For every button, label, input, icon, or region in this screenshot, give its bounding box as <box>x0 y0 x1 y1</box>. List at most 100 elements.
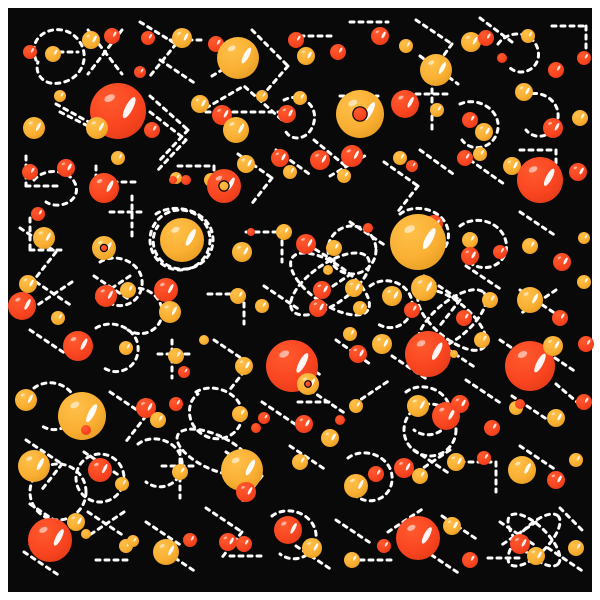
sphere <box>23 117 45 139</box>
sphere <box>578 232 590 244</box>
sphere <box>420 54 452 86</box>
sphere-highlight <box>584 54 588 59</box>
sphere <box>349 399 363 413</box>
sphere <box>553 253 571 271</box>
dashed-line <box>352 378 392 406</box>
sphere-highlight-small <box>479 126 483 130</box>
dashed-line <box>510 394 550 422</box>
dashed-line <box>188 386 244 441</box>
sphere <box>141 31 155 45</box>
sphere-highlight <box>300 457 305 463</box>
dashed-line <box>468 158 506 186</box>
sphere-body <box>115 477 129 491</box>
sphere-highlight-small <box>217 109 221 112</box>
sphere <box>503 157 521 175</box>
sphere-body <box>363 223 373 233</box>
sphere-highlight <box>38 210 42 215</box>
sphere <box>293 91 307 105</box>
sphere-highlight <box>356 402 360 407</box>
sphere-highlight-small <box>20 393 25 397</box>
sphere-highlight-small <box>451 456 455 460</box>
sphere-highlight-small <box>100 289 105 293</box>
sphere-highlight-small <box>215 175 223 181</box>
sphere-body <box>461 32 481 52</box>
sphere-body <box>33 227 55 249</box>
sphere-body <box>160 218 204 262</box>
sphere-highlight <box>453 521 458 529</box>
dashed-line <box>274 148 314 178</box>
sphere-highlight <box>176 351 181 357</box>
dashed-line <box>498 520 538 548</box>
sphere-body <box>31 207 45 221</box>
sphere-body <box>503 157 521 175</box>
sphere-highlight <box>422 228 436 250</box>
sphere <box>297 373 319 395</box>
sphere <box>335 415 345 425</box>
sphere-body <box>236 536 252 552</box>
sphere <box>547 471 565 489</box>
sphere-highlight-small <box>282 108 286 112</box>
sphere-highlight <box>557 413 562 421</box>
sphere-body <box>404 302 420 318</box>
sphere-body <box>278 105 296 123</box>
sphere-highlight <box>223 110 229 118</box>
sphere-highlight <box>305 419 310 427</box>
sphere-highlight <box>419 400 425 409</box>
sphere <box>474 332 490 348</box>
sphere-highlight <box>557 475 562 483</box>
sphere-body <box>321 429 339 447</box>
sphere-highlight-small <box>325 432 329 436</box>
sphere-body <box>22 164 38 180</box>
sphere-body <box>309 299 327 317</box>
sphere-body <box>447 453 465 471</box>
sphere-body <box>95 285 117 307</box>
sphere-highlight-small <box>70 337 77 342</box>
sphere <box>134 66 146 78</box>
sphere <box>527 547 545 565</box>
sphere-body <box>552 310 568 326</box>
sphere <box>462 552 478 568</box>
sphere-highlight <box>400 154 404 159</box>
sphere-highlight <box>528 32 532 37</box>
sphere-highlight <box>321 155 327 163</box>
sphere-highlight <box>534 353 546 373</box>
sphere-body <box>232 406 248 422</box>
sphere-body <box>183 533 197 547</box>
sphere-highlight-small <box>548 340 552 343</box>
sphere-highlight-small <box>523 292 529 296</box>
sphere <box>191 95 209 113</box>
sphere-highlight <box>461 399 466 407</box>
sphere-body <box>296 234 316 254</box>
sphere-highlight <box>412 162 416 167</box>
sphere-highlight-small <box>299 418 303 422</box>
sphere-body <box>172 28 192 48</box>
sphere-highlight-small <box>241 486 245 489</box>
sphere <box>443 517 461 535</box>
sphere <box>223 117 249 143</box>
sphere-body <box>569 163 587 181</box>
sphere-highlight <box>229 537 234 545</box>
sphere-highlight-small <box>239 360 243 364</box>
sphere-body <box>368 466 384 482</box>
sphere-body <box>271 149 289 167</box>
sphere-body <box>353 301 367 315</box>
sphere <box>172 28 192 48</box>
dashed-line <box>436 298 462 330</box>
sphere <box>330 44 346 60</box>
sphere-body <box>462 552 478 568</box>
sphere-highlight <box>262 92 266 97</box>
sphere-highlight <box>421 527 432 544</box>
sphere <box>31 207 45 221</box>
sphere-highlight-small <box>96 179 103 184</box>
sphere-highlight <box>406 42 410 47</box>
sphere-body <box>323 265 333 275</box>
dashed-line <box>270 509 318 561</box>
sphere-body <box>335 415 345 425</box>
sphere-highlight <box>45 232 51 241</box>
sphere-highlight <box>183 33 189 41</box>
dashed-line <box>398 206 450 260</box>
sphere-body <box>372 334 392 354</box>
sphere-highlight <box>554 123 560 131</box>
sphere <box>63 331 93 361</box>
dashed-line <box>204 84 284 122</box>
